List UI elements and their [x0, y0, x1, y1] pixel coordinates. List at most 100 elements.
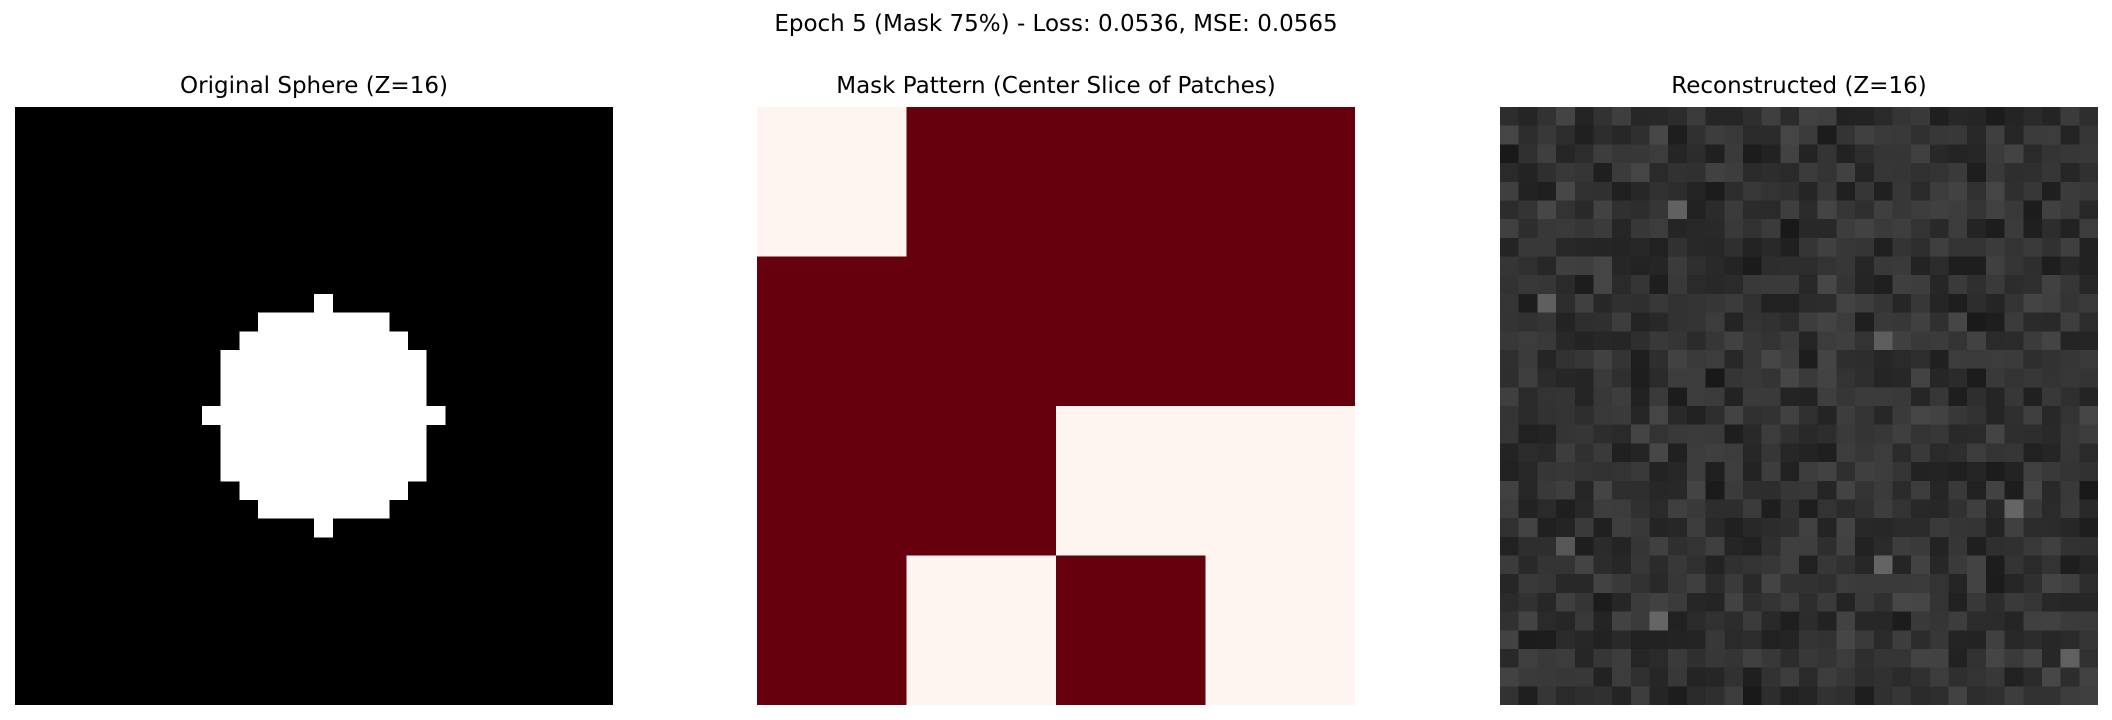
reconstructed-pixel [1985, 163, 2006, 183]
reconstructed-pixel [2079, 574, 2098, 594]
reconstructed-pixel [1574, 611, 1594, 631]
reconstructed-pixel [1705, 256, 1725, 276]
reconstructed-pixel [1985, 144, 2006, 164]
reconstructed-pixel [2023, 424, 2043, 444]
reconstructed-pixel [1892, 237, 1912, 257]
reconstructed-pixel [1556, 163, 1576, 183]
reconstructed-pixel [1537, 592, 1557, 613]
reconstructed-pixel [1649, 331, 1669, 351]
reconstructed-pixel [1761, 592, 1781, 613]
reconstructed-pixel [2041, 331, 2062, 351]
reconstructed-pixel [1799, 368, 1819, 388]
reconstructed-pixel [1911, 592, 1931, 613]
reconstructed-pixel [1836, 462, 1856, 482]
reconstructed-pixel [2079, 107, 2098, 127]
mask-cell [1056, 406, 1206, 556]
reconstructed-pixel [1724, 219, 1744, 239]
reconstructed-pixel [1537, 462, 1557, 482]
reconstructed-pixel [1686, 125, 1707, 145]
reconstructed-pixel [1705, 125, 1725, 145]
reconstructed-pixel [1929, 219, 1949, 239]
reconstructed-pixel [1518, 237, 1538, 257]
reconstructed-pixel [1649, 144, 1669, 164]
reconstructed-pixel [1836, 387, 1856, 407]
reconstructed-pixel [1593, 144, 1613, 164]
reconstructed-pixel [1593, 125, 1613, 145]
reconstructed-pixel [1761, 648, 1781, 669]
reconstructed-pixel [1500, 144, 1520, 164]
reconstructed-pixel [1724, 368, 1744, 388]
reconstructed-pixel [1817, 667, 1837, 687]
reconstructed-pixel [1686, 480, 1707, 500]
reconstructed-pixel [2004, 499, 2024, 519]
reconstructed-pixel [1574, 592, 1594, 613]
reconstructed-pixel [1892, 611, 1912, 631]
reconstructed-pixel [1518, 555, 1538, 575]
reconstructed-pixel [2023, 219, 2043, 239]
reconstructed-pixel [1780, 237, 1800, 257]
reconstructed-pixel [1705, 107, 1725, 127]
reconstructed-pixel [2004, 480, 2024, 500]
reconstructed-pixel [1948, 499, 1968, 519]
reconstructed-pixel [1892, 667, 1912, 687]
reconstructed-pixel [1686, 630, 1707, 650]
reconstructed-pixel [1630, 406, 1650, 426]
reconstructed-pixel [1556, 592, 1576, 613]
reconstructed-pixel [1574, 443, 1594, 463]
reconstructed-pixel [1911, 256, 1931, 276]
reconstructed-pixel [1742, 686, 1763, 705]
reconstructed-pixel [1780, 480, 1800, 500]
reconstructed-pixel [1518, 219, 1538, 239]
reconstructed-pixel [1668, 480, 1688, 500]
reconstructed-pixel [2041, 518, 2062, 538]
reconstructed-pixel [1780, 630, 1800, 650]
reconstructed-pixel [1985, 518, 2006, 538]
reconstructed-pixel [1686, 219, 1707, 239]
reconstructed-pixel [1985, 256, 2006, 276]
reconstructed-pixel [1742, 125, 1763, 145]
reconstructed-pixel [1855, 331, 1875, 351]
reconstructed-pixel [2023, 331, 2043, 351]
reconstructed-pixel [2060, 219, 2080, 239]
reconstructed-pixel [1836, 574, 1856, 594]
reconstructed-pixel [1668, 219, 1688, 239]
reconstructed-pixel [1630, 592, 1650, 613]
reconstructed-pixel [1537, 443, 1557, 463]
reconstructed-pixel [1593, 293, 1613, 314]
reconstructed-pixel [1724, 592, 1744, 613]
reconstructed-pixel [1855, 611, 1875, 631]
reconstructed-pixel [1929, 312, 1949, 332]
reconstructed-pixel [1892, 574, 1912, 594]
reconstructed-pixel [2041, 611, 2062, 631]
reconstructed-pixel [1556, 331, 1576, 351]
reconstructed-pixel [1855, 648, 1875, 669]
reconstructed-pixel [1742, 200, 1763, 220]
reconstructed-pixel [1742, 312, 1763, 332]
reconstructed-pixel [1761, 331, 1781, 351]
reconstructed-pixel [2004, 667, 2024, 687]
reconstructed-pixel [2079, 256, 2098, 276]
reconstructed-pixel [1836, 107, 1856, 127]
reconstructed-pixel [1761, 368, 1781, 388]
mask-pattern-heatmap [757, 107, 1355, 705]
reconstructed-pixel [1724, 144, 1744, 164]
reconstructed-pixel [1817, 462, 1837, 482]
reconstructed-pixel [1967, 144, 1987, 164]
reconstructed-pixel [2060, 630, 2080, 650]
reconstructed-pixel [1761, 107, 1781, 127]
reconstructed-pixel [1518, 368, 1538, 388]
reconstructed-pixel [1780, 387, 1800, 407]
reconstructed-pixel [1761, 349, 1781, 370]
reconstructed-pixel [1574, 462, 1594, 482]
reconstructed-pixel [1780, 611, 1800, 631]
reconstructed-pixel [1817, 611, 1837, 631]
reconstructed-pixel [1518, 630, 1538, 650]
reconstructed-pixel [1855, 443, 1875, 463]
reconstructed-pixel [1836, 181, 1856, 201]
reconstructed-pixel [2079, 555, 2098, 575]
reconstructed-pixel [1742, 275, 1763, 295]
reconstructed-pixel [1500, 611, 1520, 631]
reconstructed-pixel [1742, 592, 1763, 613]
reconstructed-pixel [1537, 518, 1557, 538]
reconstructed-pixel [1518, 293, 1538, 314]
